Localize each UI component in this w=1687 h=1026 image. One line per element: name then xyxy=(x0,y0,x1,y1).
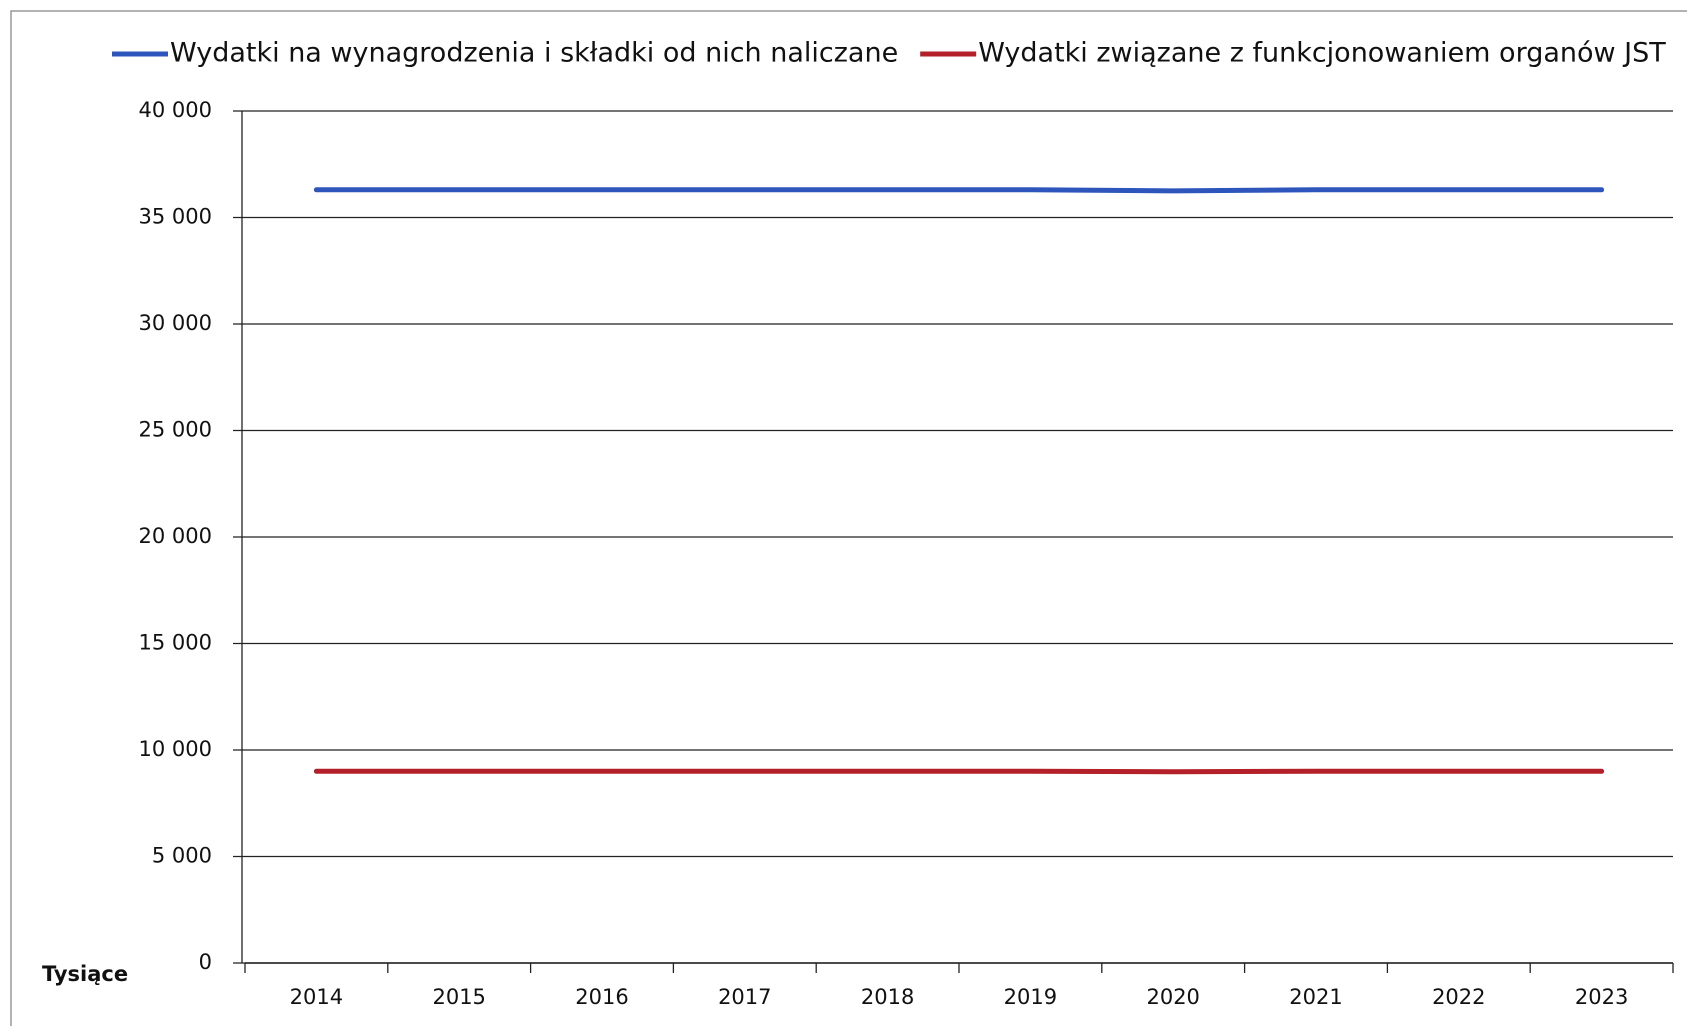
x-tick-label: 2016 xyxy=(575,985,628,1009)
x-tick-label: 2022 xyxy=(1432,985,1485,1009)
y-tick-label: 5 000 xyxy=(152,844,212,868)
y-tick-label: 20 000 xyxy=(139,524,212,548)
y-tick-label: 10 000 xyxy=(139,737,212,761)
chart-frame xyxy=(10,10,1687,1026)
y-tick-label: 25 000 xyxy=(139,418,212,442)
x-tick-label: 2023 xyxy=(1575,985,1628,1009)
legend-text: Wydatki na wynagrodzenia i składki od ni… xyxy=(170,38,898,69)
x-tick-label: 2021 xyxy=(1289,985,1342,1009)
y-tick-label: 0 xyxy=(199,950,212,974)
y-axis-label: Tysiące xyxy=(42,962,128,986)
series-line xyxy=(313,187,1605,194)
x-tick-label: 2014 xyxy=(290,985,343,1009)
y-tick-label: 40 000 xyxy=(139,98,212,122)
x-tick-label: 2017 xyxy=(718,985,771,1009)
y-tick-label: 30 000 xyxy=(139,311,212,335)
x-tick-label: 2019 xyxy=(1004,985,1057,1009)
y-tick-label: 15 000 xyxy=(139,631,212,655)
legend-text: Wydatki związane z funkcjonowaniem organ… xyxy=(978,38,1666,69)
y-tick-label: 35 000 xyxy=(139,205,212,229)
x-tick-label: 2020 xyxy=(1146,985,1199,1009)
x-tick-label: 2015 xyxy=(432,985,485,1009)
x-tick-label: 2018 xyxy=(861,985,914,1009)
